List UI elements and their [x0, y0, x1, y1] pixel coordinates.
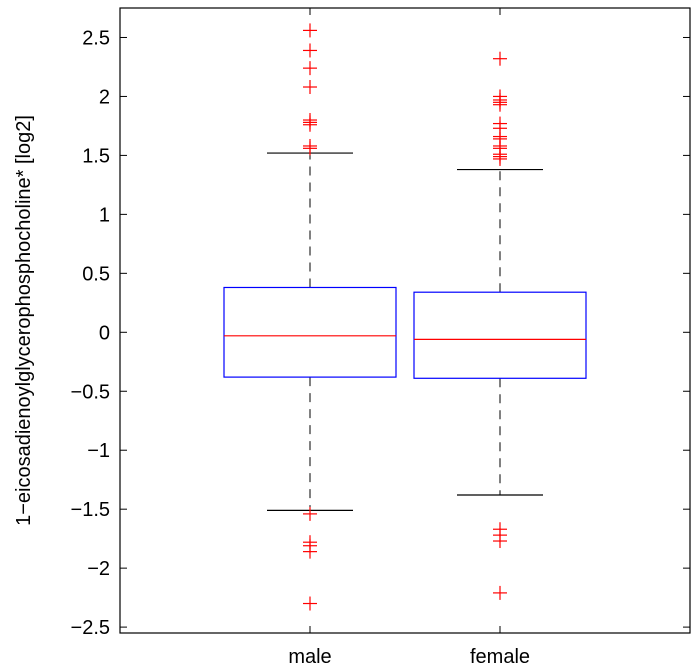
outlier-marker [493, 534, 507, 549]
x-tick-label: female [470, 646, 530, 668]
y-tick-label: 1 [99, 204, 110, 226]
outlier-marker [303, 506, 317, 521]
y-tick-label: −0.5 [71, 381, 110, 403]
axes-frame [119, 7, 691, 634]
y-axis-label: 1−eicosadienoylglycerophosphocholine* [l… [13, 115, 35, 526]
box-female [413, 51, 587, 600]
outlier-marker [303, 596, 317, 611]
outlier-marker [303, 61, 317, 76]
y-tick-label: 0.5 [82, 263, 110, 285]
y-tick-label: 2 [99, 86, 110, 108]
outlier-marker [493, 97, 507, 112]
axes [119, 7, 691, 634]
y-tick-label: −1 [87, 440, 110, 462]
iqr-box [413, 291, 587, 379]
box-series [223, 23, 587, 611]
box-male [223, 23, 397, 611]
y-tick-label: 2.5 [82, 27, 110, 49]
y-tick-label: −1.5 [71, 499, 110, 521]
outlier-marker [493, 151, 507, 166]
y-tick-label: −2.5 [71, 617, 110, 639]
x-tick-label: male [288, 646, 331, 668]
outlier-marker [303, 80, 317, 95]
y-tick-label: 1.5 [82, 145, 110, 167]
outlier-marker [303, 43, 317, 58]
y-tick-label: −2 [87, 558, 110, 580]
outlier-marker [493, 585, 507, 600]
outlier-marker [303, 141, 317, 156]
outlier-marker [303, 117, 317, 132]
iqr-box [223, 286, 397, 378]
y-ticks: −2.5 −2 −1.5 −1 −0.5 0 0.5 1 1.5 2 2.5 [71, 27, 690, 639]
y-tick-label: 0 [99, 322, 110, 344]
x-tick-labels: male female [288, 8, 530, 668]
outlier-marker [303, 544, 317, 559]
outlier-marker [493, 51, 507, 66]
outlier-marker [303, 23, 317, 38]
